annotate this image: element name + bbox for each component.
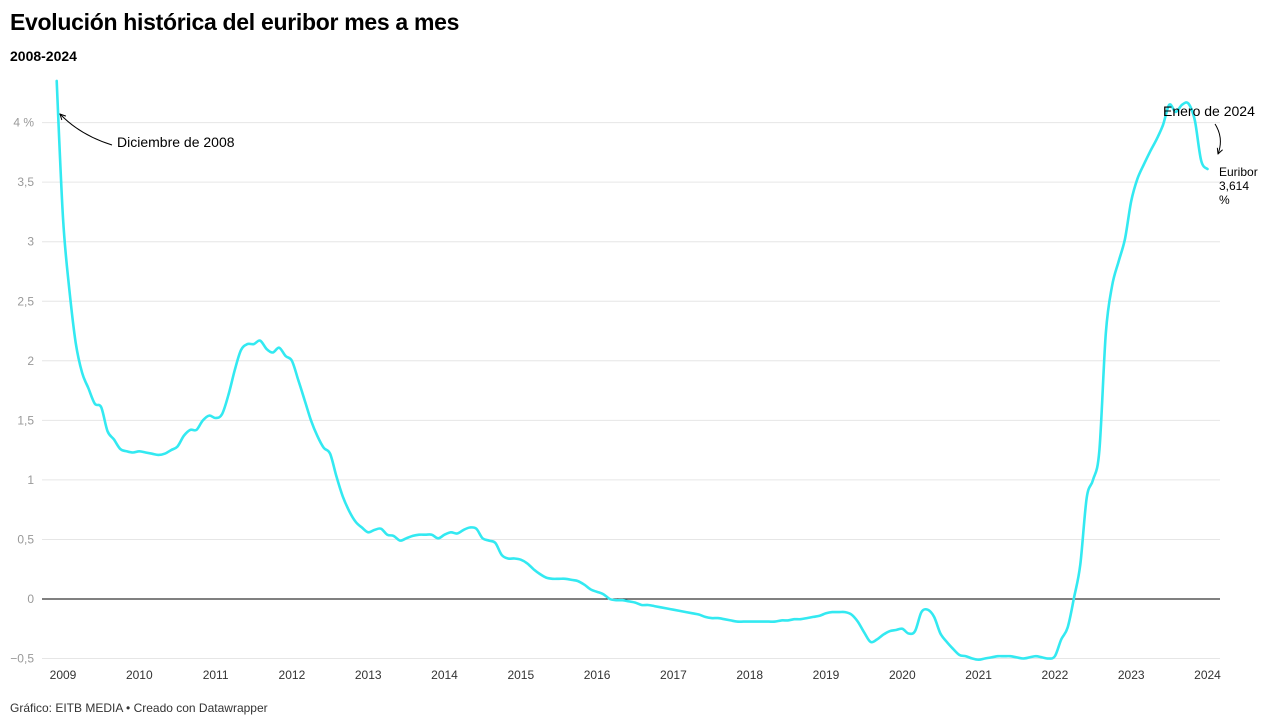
annotation-euribor-value: Euribor <box>1219 165 1258 179</box>
x-tick-label: 2022 <box>1042 668 1069 682</box>
x-tick-label: 2020 <box>889 668 916 682</box>
x-tick-label: 2021 <box>965 668 992 682</box>
annotations-layer: Diciembre de 2008 Enero de 2024 Euribor3,6… <box>60 103 1258 207</box>
euribor-series-line <box>55 79 1209 661</box>
y-tick-label: 0,5 <box>17 532 34 546</box>
x-tick-label: 2012 <box>279 668 306 682</box>
annotation-euribor-value: % <box>1219 193 1230 207</box>
x-tick-label: 2023 <box>1118 668 1145 682</box>
x-tick-label: 2014 <box>431 668 458 682</box>
x-tick-label: 2019 <box>813 668 840 682</box>
x-tick-label: 2024 <box>1194 668 1221 682</box>
y-tick-label: 1,5 <box>17 413 34 427</box>
chart-footer: Gráfico: EITB MEDIA • Creado con Datawra… <box>10 701 268 715</box>
annotation-euribor-value: 3,614 <box>1219 179 1249 193</box>
annotation-arrow-dec-2008 <box>60 114 113 146</box>
x-tick-label: 2015 <box>507 668 534 682</box>
x-tick-label: 2009 <box>50 668 77 682</box>
y-tick-label: 3 <box>27 235 34 249</box>
series-layer <box>55 79 1209 661</box>
chart-title: Evolución histórica del euribor mes a me… <box>10 9 460 35</box>
y-tick-label: 0 <box>27 592 34 606</box>
x-tick-label: 2016 <box>584 668 611 682</box>
y-tick-label: −0,5 <box>10 652 34 666</box>
chart-subtitle: 2008-2024 <box>10 48 77 64</box>
x-tick-label: 2010 <box>126 668 153 682</box>
annotation-jan-2024: Enero de 2024 <box>1163 103 1255 119</box>
x-tick-label: 2017 <box>660 668 687 682</box>
annotation-dec-2008: Diciembre de 2008 <box>117 134 235 150</box>
x-tick-label: 2013 <box>355 668 382 682</box>
axis-labels: 4 % 3,5 3 2,5 2 1,5 1 0,5 0 −0,5 2009 2010 2011 2012 2… <box>10 116 1221 682</box>
grid-layer <box>42 122 1220 660</box>
y-tick-label: 4 % <box>13 116 34 130</box>
annotation-arrow-jan-2024 <box>1214 123 1220 154</box>
y-tick-label: 2 <box>27 354 34 368</box>
y-tick-label: 3,5 <box>17 175 34 189</box>
y-tick-label: 2,5 <box>17 294 34 308</box>
x-tick-label: 2011 <box>203 668 229 682</box>
x-tick-label: 2018 <box>736 668 763 682</box>
y-tick-label: 1 <box>27 473 34 487</box>
